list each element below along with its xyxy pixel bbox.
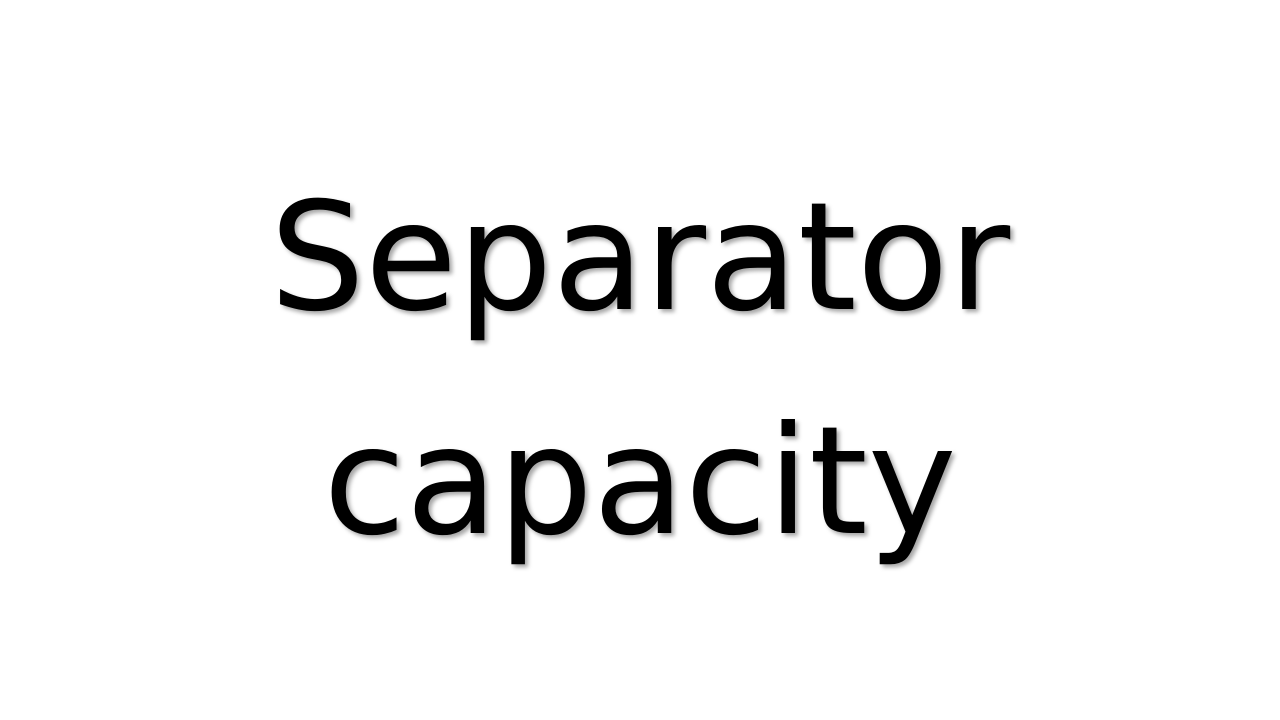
title-line-1: Separator (269, 171, 1011, 345)
slide-title: Separator capacity (270, 146, 1010, 594)
title-line-2: capacity (323, 395, 957, 569)
